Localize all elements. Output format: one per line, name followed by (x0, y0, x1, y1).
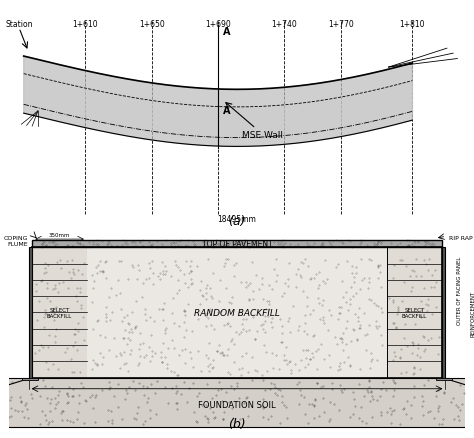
Text: Station: Station (5, 20, 33, 29)
Text: 1+690: 1+690 (205, 20, 231, 29)
Bar (436, 378, 452, 380)
Text: RANDOM BACKFILL: RANDOM BACKFILL (194, 308, 280, 317)
Text: A: A (223, 27, 230, 37)
Text: 1+650: 1+650 (139, 20, 164, 29)
Text: 1+810: 1+810 (400, 20, 425, 29)
Text: 350mm: 350mm (49, 233, 70, 238)
Text: SELECT
BACKFILL: SELECT BACKFILL (402, 307, 427, 318)
Text: FOUNDATION SOIL: FOUNDATION SOIL (198, 400, 276, 409)
Text: REINFORCEMENT: REINFORCEMENT (470, 290, 474, 336)
Polygon shape (24, 57, 412, 147)
Text: MSE Wall: MSE Wall (242, 131, 283, 140)
Text: (a): (a) (228, 215, 246, 228)
Bar (32, 240, 442, 248)
Polygon shape (24, 74, 412, 138)
Text: A: A (223, 106, 230, 116)
Text: 18495mm: 18495mm (218, 215, 256, 224)
Text: 1+770: 1+770 (328, 20, 354, 29)
Bar (442, 248, 446, 378)
Text: RIP RAP: RIP RAP (448, 236, 472, 240)
Text: SELECT
BACKFILL: SELECT BACKFILL (47, 307, 72, 318)
FancyBboxPatch shape (87, 248, 387, 378)
Text: 1+740: 1+740 (272, 20, 297, 29)
Text: OUTER OF FACING PANEL: OUTER OF FACING PANEL (457, 256, 462, 325)
Bar (28, 248, 32, 378)
Text: 6486mm: 6486mm (0, 299, 1, 327)
Text: 1+610: 1+610 (73, 20, 98, 29)
Text: 914mm: 914mm (0, 369, 1, 391)
FancyBboxPatch shape (387, 248, 442, 378)
FancyBboxPatch shape (0, 378, 474, 427)
Bar (32, 248, 442, 378)
Text: (b): (b) (228, 417, 246, 430)
FancyBboxPatch shape (32, 248, 87, 378)
Text: COPING
FLUME: COPING FLUME (3, 236, 27, 246)
Bar (22, 378, 38, 380)
Text: TOP OF PAVEMENT: TOP OF PAVEMENT (201, 240, 273, 248)
